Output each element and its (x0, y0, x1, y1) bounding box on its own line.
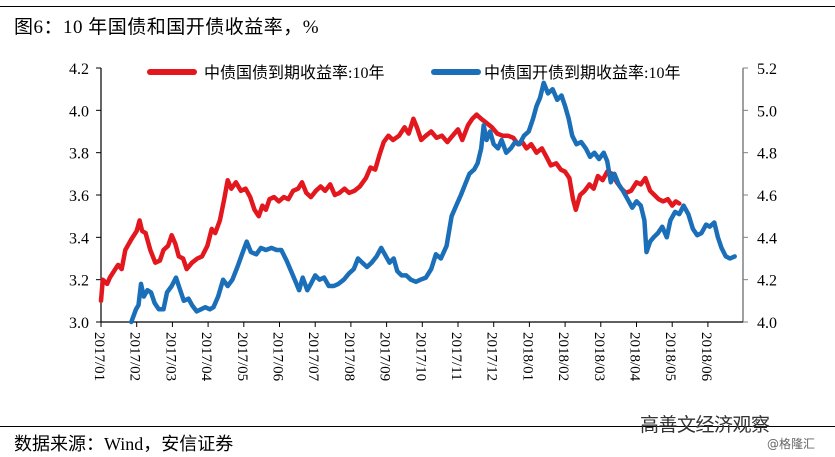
right-y-axis: 4.0 4.2 4.4 4.6 4.8 5.0 5.2 (742, 61, 777, 332)
left-tick-label: 4.2 (69, 61, 89, 78)
x-tick-label: 2017/07 (305, 332, 321, 382)
x-tick-label: 2017/12 (484, 332, 500, 381)
x-tick-label: 2018/05 (662, 332, 678, 381)
x-tick-label: 2017/11 (448, 332, 464, 381)
right-tick-label: 4.8 (757, 146, 777, 163)
left-tick-label: 3.0 (69, 315, 89, 332)
right-tick-label: 4.6 (757, 188, 777, 205)
x-tick-label: 2018/02 (555, 332, 571, 381)
x-tick-label: 2017/10 (412, 332, 428, 381)
right-tick-label: 5.2 (757, 61, 777, 78)
x-tick-label: 2017/02 (127, 332, 143, 381)
x-tick-label: 2018/03 (591, 332, 607, 381)
left-tick-label: 3.2 (69, 273, 89, 290)
line-chart: 3.0 3.2 3.4 3.6 3.8 4.0 4.2 4.0 4.2 4.4 4.6 4.8 5.0… (69, 61, 777, 382)
x-tick-label: 2017/08 (341, 332, 357, 381)
left-tick-label: 3.6 (69, 188, 89, 205)
right-tick-label: 4.2 (757, 273, 777, 290)
legend-label: 中债国债到期收益率:10年 (204, 64, 384, 82)
legend: 中债国债到期收益率:10年 中债国开债到期收益率:10年 (147, 64, 680, 82)
left-y-axis: 3.0 3.2 3.4 3.6 3.8 4.0 4.2 (69, 61, 102, 332)
top-rule (0, 6, 835, 7)
left-tick-label: 4.0 (69, 103, 89, 120)
x-tick-label: 2018/06 (698, 332, 714, 382)
x-tick-label: 2018/04 (627, 332, 643, 382)
x-tick-label: 2017/04 (198, 332, 214, 382)
right-tick-label: 4.0 (757, 315, 777, 332)
x-tick-label: 2017/01 (91, 332, 107, 381)
left-tick-label: 3.4 (69, 230, 89, 247)
x-tick-label: 2017/09 (377, 332, 393, 381)
x-tick-label: 2017/03 (162, 332, 178, 381)
x-axis: 2017/01 2017/02 2017/03 2017/04 2017/05 2017/… (91, 321, 743, 382)
right-tick-label: 5.0 (757, 103, 777, 120)
x-tick-label: 2017/06 (270, 332, 286, 382)
series-cgb-10y-line (98, 112, 682, 304)
bottom-rule (0, 426, 835, 427)
watermark: 高善文经济观察 (640, 414, 770, 436)
right-tick-label: 4.4 (757, 230, 777, 247)
watermark-sub: @格隆汇 (767, 437, 816, 451)
series-lines (98, 80, 737, 325)
left-tick-label: 3.8 (69, 146, 89, 163)
data-source: 数据来源：Wind，安信证券 (14, 434, 234, 454)
x-tick-label: 2018/01 (519, 332, 535, 381)
figure-title: 图6：10 年国债和国开债收益率，% (14, 17, 320, 38)
series-cdb-10y-line (129, 80, 737, 325)
legend-label: 中债国开债到期收益率:10年 (484, 64, 680, 82)
x-tick-label: 2017/05 (234, 332, 250, 381)
